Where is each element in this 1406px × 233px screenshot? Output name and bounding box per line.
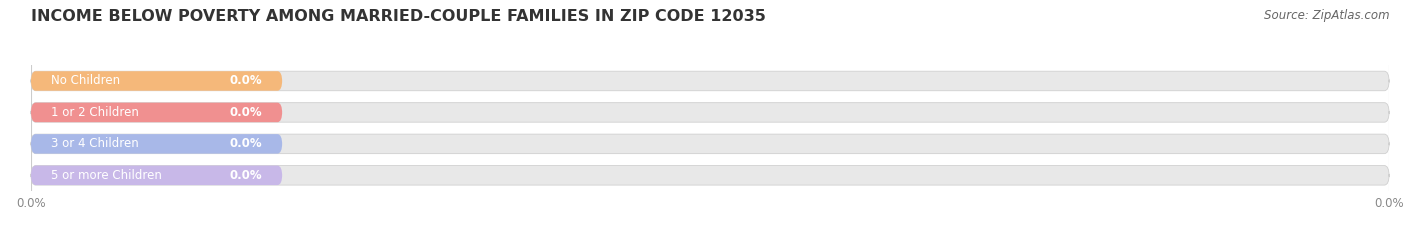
FancyBboxPatch shape xyxy=(31,166,1389,185)
FancyBboxPatch shape xyxy=(31,71,283,91)
FancyBboxPatch shape xyxy=(31,103,1389,122)
FancyBboxPatch shape xyxy=(31,71,1389,91)
Text: 5 or more Children: 5 or more Children xyxy=(51,169,162,182)
Text: 1 or 2 Children: 1 or 2 Children xyxy=(51,106,139,119)
Text: INCOME BELOW POVERTY AMONG MARRIED-COUPLE FAMILIES IN ZIP CODE 12035: INCOME BELOW POVERTY AMONG MARRIED-COUPL… xyxy=(31,9,766,24)
FancyBboxPatch shape xyxy=(31,134,283,154)
Text: 0.0%: 0.0% xyxy=(229,106,262,119)
Text: 0.0%: 0.0% xyxy=(229,75,262,87)
Text: No Children: No Children xyxy=(51,75,120,87)
Text: 0.0%: 0.0% xyxy=(229,169,262,182)
Text: 3 or 4 Children: 3 or 4 Children xyxy=(51,137,139,150)
Text: 0.0%: 0.0% xyxy=(229,137,262,150)
FancyBboxPatch shape xyxy=(31,166,283,185)
FancyBboxPatch shape xyxy=(31,134,1389,154)
FancyBboxPatch shape xyxy=(31,103,283,122)
Text: Source: ZipAtlas.com: Source: ZipAtlas.com xyxy=(1264,9,1389,22)
